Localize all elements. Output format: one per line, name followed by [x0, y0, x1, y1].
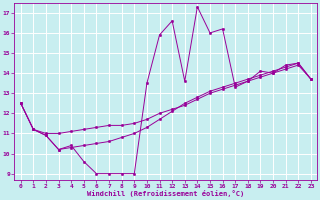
X-axis label: Windchill (Refroidissement éolien,°C): Windchill (Refroidissement éolien,°C)	[87, 190, 244, 197]
